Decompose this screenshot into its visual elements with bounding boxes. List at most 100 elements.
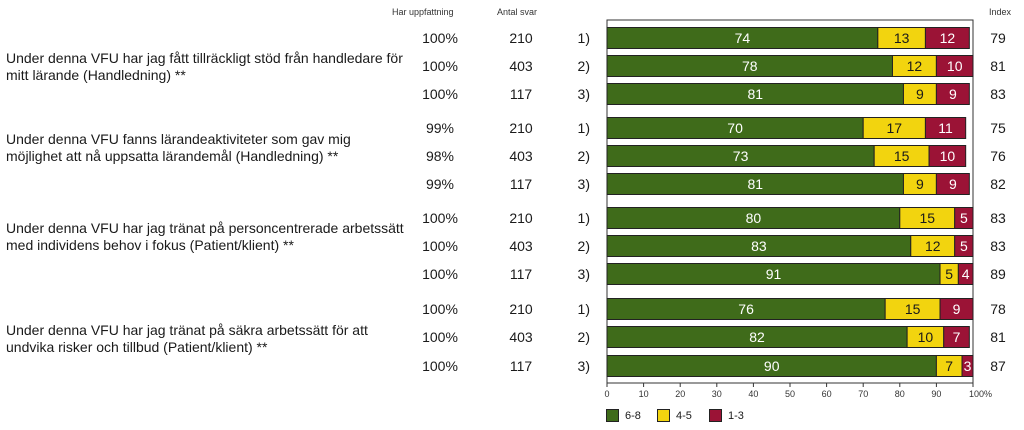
question-1: Under denna VFU har jag fått tillräcklig… — [6, 50, 403, 83]
bar-segment-1-3 — [939, 298, 974, 320]
row-group-label: 3) — [577, 358, 590, 374]
x-tick-label: 20 — [675, 389, 685, 399]
row-group-label: 3) — [577, 176, 590, 192]
row-antal-svar: 210 — [509, 210, 533, 226]
row-index: 83 — [990, 210, 1006, 226]
bar-value-label: 91 — [766, 266, 782, 282]
legend-label-1-3: 1-3 — [728, 409, 744, 422]
bar-segment-1-3 — [954, 207, 974, 229]
bar-segment-1-3 — [935, 55, 974, 77]
row-antal-svar: 210 — [509, 120, 533, 136]
row-index: 83 — [990, 238, 1006, 254]
x-tick-label: 50 — [785, 389, 795, 399]
row-antal-svar: 117 — [509, 358, 533, 374]
bar-value-label: 73 — [733, 148, 749, 164]
row-group-label: 1) — [577, 120, 590, 136]
row-group-label: 2) — [577, 58, 590, 74]
bar-value-label: 9 — [916, 86, 924, 102]
bar-value-label: 81 — [747, 176, 763, 192]
row-antal-svar: 117 — [509, 86, 533, 102]
question-4: Under denna VFU har jag tränat på säkra … — [6, 322, 368, 355]
bar-segment-1-3 — [961, 355, 974, 377]
bar-value-label: 90 — [764, 358, 780, 374]
bar-segment-1-3 — [924, 117, 967, 139]
bar-value-label: 13 — [894, 30, 910, 46]
bar-value-label: 15 — [894, 148, 910, 164]
bar-value-label: 12 — [925, 238, 941, 254]
bar-value-label: 5 — [945, 266, 953, 282]
bar-value-label: 10 — [918, 329, 934, 345]
row-uppfattning: 100% — [422, 238, 458, 254]
bar-value-label: 17 — [887, 120, 903, 136]
header-antal-svar: Antal svar — [497, 7, 538, 17]
row-uppfattning: 100% — [422, 358, 458, 374]
bar-segment-1-3 — [935, 83, 970, 105]
question-3: Under denna VFU har jag tränat på person… — [6, 220, 404, 253]
row-index: 81 — [990, 58, 1006, 74]
bar-segment-1-3 — [928, 145, 967, 167]
row-antal-svar: 403 — [509, 148, 533, 164]
bar-value-label: 9 — [949, 86, 957, 102]
legend-item-6-8: 6-8 — [606, 409, 641, 422]
row-uppfattning: 98% — [425, 148, 455, 164]
legend-label-4-5: 4-5 — [676, 409, 692, 422]
bar-value-label: 15 — [919, 210, 935, 226]
row-group-label: 1) — [577, 30, 590, 46]
bar-value-label: 7 — [953, 329, 961, 345]
bar-value-label: 4 — [962, 266, 970, 282]
x-tick-label: 80 — [895, 389, 905, 399]
bar-value-label: 76 — [738, 301, 754, 317]
row-uppfattning: 100% — [422, 329, 458, 345]
row-group-label: 1) — [577, 210, 590, 226]
bar-value-label: 12 — [907, 58, 923, 74]
x-tick-label: 40 — [748, 389, 758, 399]
bar-value-label: 9 — [949, 176, 957, 192]
row-index: 76 — [990, 148, 1006, 164]
row-group-label: 1) — [577, 301, 590, 317]
bar-value-label: 10 — [940, 148, 956, 164]
bar-value-label: 83 — [751, 238, 767, 254]
bar-value-label: 9 — [916, 176, 924, 192]
row-group-label: 2) — [577, 329, 590, 345]
bar-value-label: 9 — [953, 301, 961, 317]
row-index: 89 — [990, 266, 1006, 282]
row-uppfattning: 100% — [422, 30, 458, 46]
row-group-label: 2) — [577, 238, 590, 254]
x-tick-label: 60 — [822, 389, 832, 399]
row-antal-svar: 403 — [509, 329, 533, 345]
bar-segment-1-3 — [924, 27, 970, 49]
bar-segment-1-3 — [935, 173, 970, 195]
bar-value-label: 7 — [945, 358, 953, 374]
row-group-label: 3) — [577, 266, 590, 282]
legend-item-1-3: 1-3 — [709, 409, 744, 422]
row-index: 82 — [990, 176, 1006, 192]
row-antal-svar: 117 — [509, 176, 533, 192]
legend-swatch-4-5 — [657, 409, 670, 422]
legend-label-6-8: 6-8 — [625, 409, 641, 422]
row-antal-svar: 403 — [509, 238, 533, 254]
bar-value-label: 11 — [938, 120, 953, 136]
x-tick-label: 0 — [604, 389, 609, 399]
legend-swatch-6-8 — [606, 409, 619, 422]
row-antal-svar: 210 — [509, 301, 533, 317]
bar-value-label: 10 — [947, 58, 963, 74]
row-index: 87 — [990, 358, 1006, 374]
bar-value-label: 81 — [747, 86, 763, 102]
row-antal-svar: 117 — [509, 266, 533, 282]
x-tick-label: 10 — [639, 389, 649, 399]
bar-value-label: 5 — [960, 238, 968, 254]
bar-value-label: 5 — [960, 210, 968, 226]
bar-value-label: 74 — [735, 30, 751, 46]
bar-value-label: 12 — [940, 30, 956, 46]
bar-value-label: 82 — [749, 329, 765, 345]
row-uppfattning: 100% — [422, 210, 458, 226]
legend-item-4-5: 4-5 — [657, 409, 692, 422]
row-group-label: 2) — [577, 148, 590, 164]
row-uppfattning: 99% — [425, 120, 455, 136]
bar-segment-1-3 — [954, 235, 974, 257]
row-index: 75 — [990, 120, 1006, 136]
bar-value-label: 15 — [905, 301, 921, 317]
row-group-label: 3) — [577, 86, 590, 102]
row-antal-svar: 403 — [509, 58, 533, 74]
